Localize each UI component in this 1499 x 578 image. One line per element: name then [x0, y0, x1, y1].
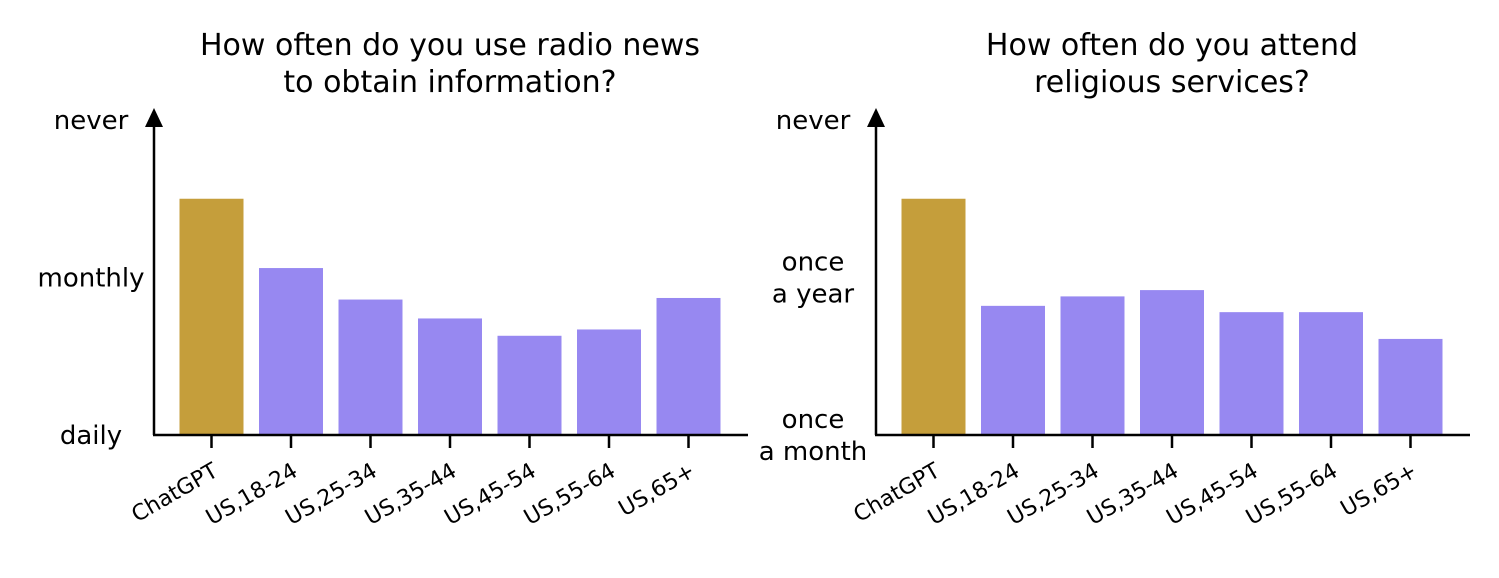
- y-tick-label-monthly: monthly: [38, 264, 145, 294]
- bar-us-45-54: [1219, 312, 1284, 435]
- y-axis-arrow-icon: [867, 108, 885, 127]
- bar-us-25-34: [338, 299, 403, 435]
- y-axis-arrow-icon: [145, 108, 163, 127]
- bar-chatgpt: [179, 198, 244, 435]
- y-tick-label-never: never: [54, 106, 129, 136]
- chart-panel-religious-services: How often do you attend religious service…: [759, 28, 1470, 531]
- chart-panel-radio-news: How often do you use radio news to obtain…: [38, 28, 748, 531]
- x-tick-label-us-65: US,65+: [1337, 459, 1422, 522]
- y-tick-label-daily: daily: [60, 421, 122, 451]
- y-tick-label-never: never: [776, 106, 851, 136]
- bar-us-25-34: [1060, 296, 1125, 435]
- bar-us-55-64: [1299, 312, 1363, 435]
- x-tick-label-us-55-64: US,55-64: [1242, 459, 1342, 531]
- bar-us-35-44: [1140, 290, 1204, 435]
- bar-us-35-44: [418, 318, 482, 435]
- y-tick-label-once-a-month: once a month: [759, 405, 868, 467]
- x-tick-label-us-65: US,65+: [615, 459, 700, 522]
- y-tick-label-once-a-year: once a year: [772, 248, 855, 310]
- chart-title: How often do you use radio news to obtain…: [200, 28, 700, 100]
- bar-us-65: [1378, 338, 1443, 435]
- bar-us-45-54: [497, 335, 562, 435]
- bar-chatgpt: [901, 198, 966, 435]
- x-tick-label-us-55-64: US,55-64: [520, 459, 620, 531]
- bar-us-18-24: [259, 268, 323, 435]
- chart-title: How often do you attend religious service…: [986, 28, 1358, 100]
- bar-us-18-24: [981, 305, 1045, 435]
- bar-us-65: [656, 297, 721, 435]
- bar-us-55-64: [577, 329, 641, 435]
